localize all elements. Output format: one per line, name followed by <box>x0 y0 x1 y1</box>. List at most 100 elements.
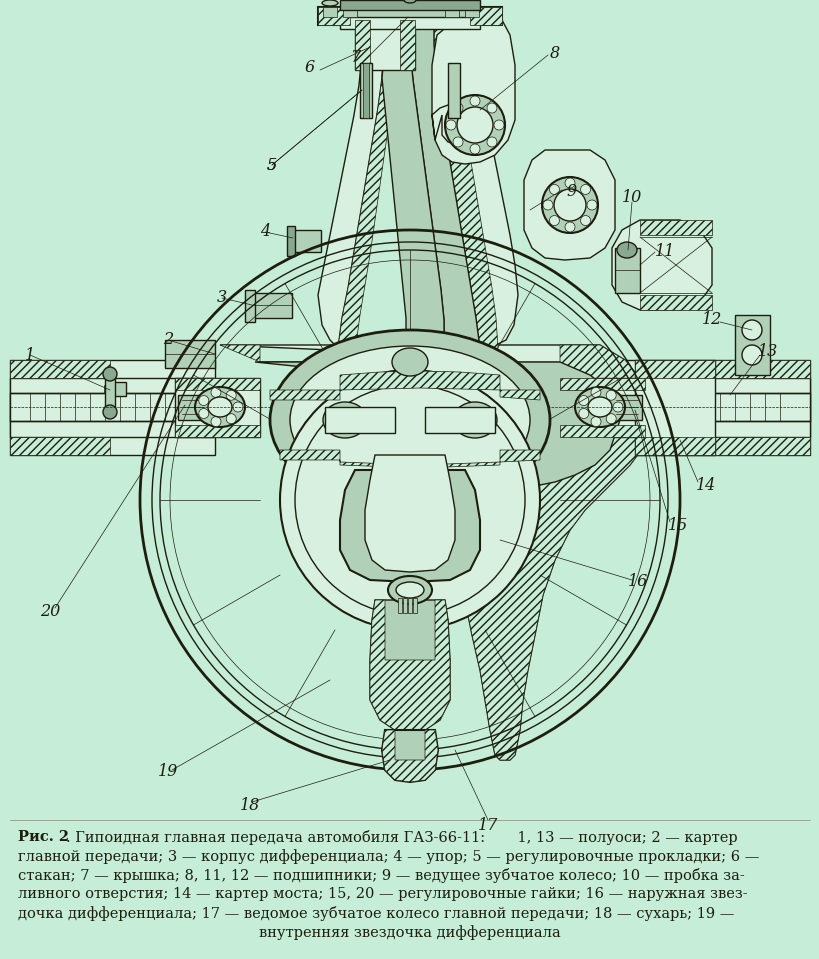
Ellipse shape <box>616 242 636 258</box>
Bar <box>251 293 292 318</box>
Bar <box>178 395 208 420</box>
Text: 11: 11 <box>654 244 674 261</box>
Ellipse shape <box>445 95 505 155</box>
Ellipse shape <box>322 0 337 6</box>
Bar <box>611 395 641 420</box>
Bar <box>174 378 260 437</box>
Ellipse shape <box>456 107 492 143</box>
Bar <box>395 380 424 460</box>
Text: 15: 15 <box>667 517 687 533</box>
Bar <box>709 437 809 455</box>
Ellipse shape <box>452 137 463 147</box>
Text: 3: 3 <box>217 290 227 307</box>
Polygon shape <box>455 20 518 345</box>
Text: ливного отверстия; 14 — картер моста; 15, 20 — регулировочные гайки; 16 — наружн: ливного отверстия; 14 — картер моста; 15… <box>18 887 747 901</box>
Bar <box>397 598 401 613</box>
Ellipse shape <box>613 402 622 412</box>
Text: 18: 18 <box>240 797 260 813</box>
Text: внутренняя звездочка дифференциала: внутренняя звездочка дифференциала <box>0 958 1 959</box>
Ellipse shape <box>233 402 242 412</box>
Bar <box>323 7 337 17</box>
Ellipse shape <box>208 397 232 417</box>
Polygon shape <box>432 20 514 164</box>
Ellipse shape <box>269 330 550 510</box>
Polygon shape <box>219 345 649 760</box>
Text: 7: 7 <box>350 50 360 66</box>
Polygon shape <box>369 600 450 732</box>
Bar <box>340 0 479 10</box>
Bar <box>165 340 215 368</box>
Ellipse shape <box>198 395 209 406</box>
Polygon shape <box>364 455 455 572</box>
Ellipse shape <box>342 0 358 6</box>
Polygon shape <box>611 220 711 310</box>
Bar <box>402 598 406 613</box>
Polygon shape <box>318 20 385 348</box>
Text: 5: 5 <box>267 156 277 174</box>
Text: 5: 5 <box>267 156 277 174</box>
Bar <box>634 360 714 378</box>
Bar <box>292 230 320 252</box>
Text: 2: 2 <box>163 332 173 348</box>
Text: 4: 4 <box>260 223 269 241</box>
Bar <box>734 315 769 375</box>
Bar <box>634 437 714 455</box>
Bar <box>363 63 369 118</box>
Polygon shape <box>340 470 479 582</box>
Bar <box>10 437 110 455</box>
Ellipse shape <box>486 137 496 147</box>
Ellipse shape <box>443 0 459 6</box>
Ellipse shape <box>391 348 428 376</box>
Text: стакан; 7 — крышка; 8, 11, 12 — подшипники; 9 — ведущее зубчатое колесо; 10 — пр: стакан; 7 — крышка; 8, 11, 12 — подшипни… <box>18 868 744 883</box>
Ellipse shape <box>605 390 615 400</box>
Bar <box>634 360 714 455</box>
Text: 13: 13 <box>757 343 777 361</box>
Bar <box>400 20 414 70</box>
Bar <box>104 385 110 393</box>
Bar <box>245 290 255 322</box>
Polygon shape <box>382 730 437 782</box>
Text: 16: 16 <box>627 573 647 591</box>
Bar <box>408 598 411 613</box>
Ellipse shape <box>541 177 597 233</box>
Bar <box>10 378 215 437</box>
Ellipse shape <box>580 184 590 195</box>
Ellipse shape <box>226 413 236 424</box>
Bar <box>413 598 417 613</box>
Ellipse shape <box>391 464 428 492</box>
Ellipse shape <box>103 405 117 419</box>
Ellipse shape <box>590 387 600 397</box>
Text: главной передачи; 3 — корпус дифференциала; 4 — упор; 5 — регулировочные проклад: главной передачи; 3 — корпус дифференциа… <box>18 849 758 864</box>
Bar <box>709 360 809 378</box>
Text: 8: 8 <box>550 44 559 61</box>
Ellipse shape <box>469 144 479 154</box>
Bar <box>340 17 479 29</box>
Text: дочка дифференциала; 17 — ведомое зубчатое колесо главной передачи; 18 — сухарь;: дочка дифференциала; 17 — ведомое зубчат… <box>18 906 734 921</box>
Ellipse shape <box>279 370 540 630</box>
Bar <box>639 295 711 310</box>
Bar <box>355 20 369 70</box>
Bar <box>174 425 260 437</box>
Text: 6: 6 <box>305 59 314 77</box>
Ellipse shape <box>542 200 552 210</box>
Bar <box>424 407 495 433</box>
Ellipse shape <box>590 416 600 427</box>
Bar <box>639 220 711 235</box>
Bar <box>447 63 459 118</box>
Ellipse shape <box>741 345 761 365</box>
Ellipse shape <box>404 0 415 3</box>
Polygon shape <box>279 450 540 468</box>
Ellipse shape <box>578 395 588 406</box>
Ellipse shape <box>578 409 588 418</box>
Text: 12: 12 <box>701 312 722 329</box>
Bar <box>318 7 501 25</box>
Bar <box>324 407 395 433</box>
Text: 10: 10 <box>621 190 641 206</box>
Ellipse shape <box>323 402 367 438</box>
Bar <box>105 372 115 412</box>
Text: . Гипоидная главная передача автомобиля ГАЗ-66-11:       1, 13 — полуоси; 2 — ка: . Гипоидная главная передача автомобиля … <box>66 830 737 845</box>
Ellipse shape <box>210 387 220 397</box>
Polygon shape <box>255 362 619 489</box>
Ellipse shape <box>198 409 209 418</box>
Ellipse shape <box>103 367 117 381</box>
